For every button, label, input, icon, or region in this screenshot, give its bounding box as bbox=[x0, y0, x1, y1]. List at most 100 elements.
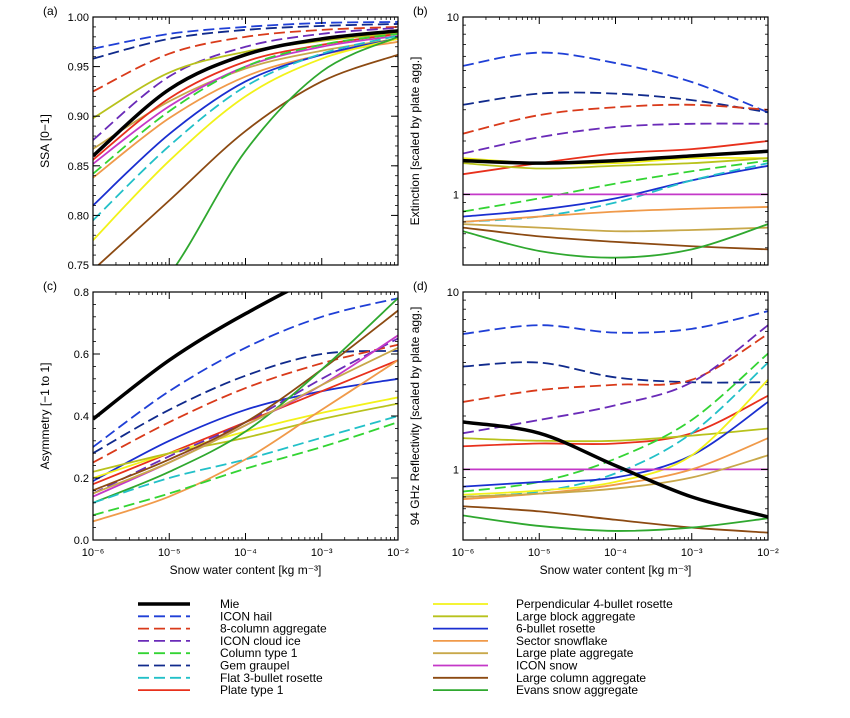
y-axis-title: Extinction [scaled by plate agg.] bbox=[408, 57, 422, 226]
legend-item-large-column-aggregate: Large column aggregate bbox=[433, 671, 646, 685]
series-line-8-column-aggregate bbox=[463, 333, 768, 403]
y-axis-title: Asymmetry [−1 to 1] bbox=[38, 362, 52, 469]
series-line-icon-snow bbox=[93, 34, 398, 165]
series-line-column-type-1 bbox=[93, 32, 398, 175]
legend-item-mie: Mie bbox=[138, 597, 240, 611]
legend-label: Plate type 1 bbox=[220, 683, 284, 697]
x-axis-title: Snow water content [kg m⁻³] bbox=[170, 563, 322, 577]
panel-letter: (d) bbox=[413, 279, 428, 293]
series-line-gem-graupel bbox=[93, 23, 398, 60]
series-group bbox=[93, 292, 398, 523]
legend-item-icon-snow: ICON snow bbox=[433, 659, 578, 673]
series-line-plate-type-1 bbox=[463, 394, 768, 448]
y-tick-label: 0.90 bbox=[68, 111, 89, 123]
series-line-evans-snow-aggregate bbox=[93, 297, 398, 504]
series-line-icon-hail bbox=[463, 51, 768, 114]
y-tick-label: 0.0 bbox=[74, 535, 89, 547]
series-line-icon-cloud-ice bbox=[93, 337, 398, 495]
series-line-sector-snowflake bbox=[93, 359, 398, 523]
series-line-mie bbox=[463, 149, 768, 165]
series-line-sector-snowflake bbox=[463, 206, 768, 223]
series-line-large-column-aggregate bbox=[463, 505, 768, 534]
series-line-large-block-aggregate bbox=[463, 157, 768, 170]
y-tick-label: 0.75 bbox=[68, 260, 89, 272]
series-line-6-bullet-rosette bbox=[93, 37, 398, 207]
y-tick-label: 1 bbox=[453, 189, 459, 201]
x-tick-label: 10⁻⁴ bbox=[604, 547, 627, 559]
series-line-6-bullet-rosette bbox=[463, 164, 768, 218]
y-tick-label: 0.80 bbox=[68, 210, 89, 222]
panel-letter: (a) bbox=[43, 4, 58, 18]
legend-label: 6-bullet rosette bbox=[516, 622, 596, 636]
legend-item-flat-3-bullet-rosette: Flat 3-bullet rosette bbox=[138, 671, 323, 685]
legend-label: 8-column aggregate bbox=[220, 622, 327, 636]
series-line-gem-graupel bbox=[93, 350, 398, 454]
y-axis-title: SSA [0−1] bbox=[38, 114, 52, 168]
series-line-large-column-aggregate bbox=[93, 309, 398, 492]
x-axis-title: Snow water content [kg m⁻³] bbox=[540, 563, 692, 577]
y-tick-label: 0.95 bbox=[68, 62, 89, 74]
series-line-gem-graupel bbox=[463, 361, 768, 384]
series-line-6-bullet-rosette bbox=[93, 377, 398, 482]
x-tick-label: 10⁻² bbox=[387, 547, 409, 559]
series-line-icon-hail bbox=[93, 21, 398, 50]
legend-label: ICON hail bbox=[220, 609, 272, 623]
series-line-8-column-aggregate bbox=[463, 103, 768, 135]
y-tick-label: 0.85 bbox=[68, 161, 89, 173]
legend-item-perpendicular-4-bullet-rosette: Perpendicular 4-bullet rosette bbox=[433, 597, 673, 611]
series-line-large-block-aggregate bbox=[93, 31, 398, 119]
series-line-gem-graupel bbox=[463, 91, 768, 114]
series-group bbox=[463, 310, 768, 534]
series-line-mie bbox=[93, 292, 290, 421]
panel-1: 0.75 0.80 0.85 0.90 0.95 1.00 (a) SSA [0−1] bbox=[38, 4, 399, 272]
panel-4: 10⁻⁶ 10⁻⁵ 10⁻⁴ 10⁻³ 10⁻² 1 10 (d) 94 GHz Reflect… bbox=[408, 279, 779, 577]
panel-letter: (b) bbox=[413, 4, 428, 18]
series-line-large-plate-aggregate bbox=[463, 223, 768, 233]
series-line-8-column-aggregate bbox=[93, 343, 398, 464]
x-tick-label: 10⁻⁶ bbox=[452, 547, 475, 559]
legend-item-icon-cloud-ice: ICON cloud ice bbox=[138, 634, 301, 648]
panel-letter: (c) bbox=[43, 279, 57, 293]
series-line-perpendicular-4-bullet-rosette bbox=[463, 379, 768, 496]
y-tick-label: 0.6 bbox=[74, 349, 89, 361]
series-line-column-type-1 bbox=[93, 421, 398, 517]
x-tick-label: 10⁻² bbox=[757, 547, 779, 559]
legend-item-gem-graupel: Gem graupel bbox=[138, 659, 289, 673]
legend-label: Gem graupel bbox=[220, 659, 289, 673]
y-tick-label: 10 bbox=[447, 287, 459, 299]
legend-label: Evans snow aggregate bbox=[516, 683, 638, 697]
series-line-6-bullet-rosette bbox=[463, 401, 768, 488]
x-tick-label: 10⁻⁵ bbox=[528, 547, 551, 559]
series-group bbox=[463, 51, 768, 259]
panel-3: 10⁻⁶ 10⁻⁵ 10⁻⁴ 10⁻³ 10⁻² 0.0 0.2 0.4 0.6 0.8 (c) As… bbox=[38, 279, 409, 577]
series-group bbox=[93, 21, 398, 265]
y-tick-label: 1 bbox=[453, 464, 459, 476]
legend-item-large-block-aggregate: Large block aggregate bbox=[433, 609, 636, 623]
series-line-column-type-1 bbox=[463, 352, 768, 493]
y-tick-label: 1.00 bbox=[68, 12, 89, 24]
series-line-large-plate-aggregate bbox=[463, 454, 768, 498]
legend-label: Column type 1 bbox=[220, 646, 298, 660]
legend-item-sector-snowflake: Sector snowflake bbox=[433, 634, 608, 648]
series-line-icon-cloud-ice bbox=[463, 122, 768, 155]
series-line-icon-hail bbox=[93, 297, 398, 448]
series-line-evans-snow-aggregate bbox=[463, 223, 768, 259]
legend-label: ICON cloud ice bbox=[220, 634, 301, 648]
y-tick-label: 0.4 bbox=[74, 411, 89, 423]
series-line-8-column-aggregate bbox=[93, 26, 398, 93]
y-axis-title: 94 GHz Reflectivity [scaled by plate agg… bbox=[408, 307, 422, 526]
series-line-large-plate-aggregate bbox=[93, 346, 398, 495]
x-tick-label: 10⁻³ bbox=[311, 547, 333, 559]
legend-item-large-plate-aggregate: Large plate aggregate bbox=[433, 646, 634, 660]
series-line-icon-cloud-ice bbox=[93, 27, 398, 141]
y-tick-label: 0.2 bbox=[74, 473, 89, 485]
series-line-large-block-aggregate bbox=[93, 402, 398, 473]
legend-label: ICON snow bbox=[516, 659, 578, 673]
y-tick-label: 0.8 bbox=[74, 287, 89, 299]
series-line-mie bbox=[463, 420, 768, 519]
legend-item-column-type-1: Column type 1 bbox=[138, 646, 298, 660]
series-line-perpendicular-4-bullet-rosette bbox=[93, 37, 398, 241]
legend-item-plate-type-1: Plate type 1 bbox=[138, 683, 284, 697]
